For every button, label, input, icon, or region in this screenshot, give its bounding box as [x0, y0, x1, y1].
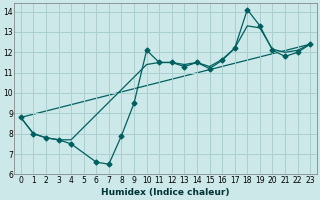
- X-axis label: Humidex (Indice chaleur): Humidex (Indice chaleur): [101, 188, 230, 197]
